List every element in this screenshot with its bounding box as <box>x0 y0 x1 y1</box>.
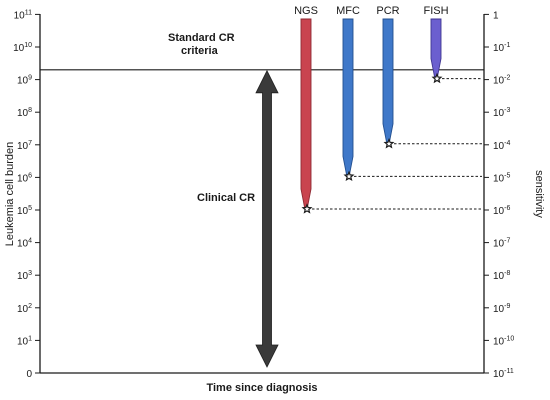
right-tick-label: 10-11 <box>493 368 514 380</box>
left-tick-label: 1011 <box>14 9 32 21</box>
standard-cr-label-line2: criteria <box>181 45 219 57</box>
right-tick-label: 10-7 <box>493 238 510 250</box>
method-pcr: PCR <box>376 5 482 149</box>
left-tick-label: 107 <box>17 140 32 152</box>
x-axis-title: Time since diagnosis <box>206 382 317 394</box>
left-tick-label: 0 <box>26 369 32 380</box>
detection-star-marker <box>343 170 355 182</box>
right-tick-label: 10-1 <box>493 42 510 54</box>
method-ngs: NGS <box>294 5 482 214</box>
right-tick-label: 10-2 <box>493 75 510 87</box>
left-tick-label: 104 <box>17 238 32 250</box>
detection-star-marker <box>383 138 395 149</box>
standard-cr-label-line1: Standard CR <box>168 32 235 44</box>
right-tick-label: 10-5 <box>493 172 510 184</box>
left-tick-label: 1010 <box>13 42 32 54</box>
left-tick-label: 101 <box>17 335 32 347</box>
method-label: FISH <box>423 5 448 17</box>
left-tick-label: 109 <box>17 75 32 87</box>
left-tick-label: 102 <box>17 303 32 315</box>
clinical-cr-label: Clinical CR <box>197 192 255 204</box>
detection-star-marker <box>301 203 313 214</box>
method-bar <box>430 18 442 78</box>
right-tick-label: 10-8 <box>493 270 510 282</box>
right-axis-ticks: 1 10-1 10-2 10-3 10-4 10-5 10-6 10-7 10-8 10-9 10-… <box>484 10 514 380</box>
right-tick-label: 10-4 <box>493 140 510 152</box>
right-tick-label: 1 <box>493 10 499 21</box>
left-axis-title: Leukemia cell burden <box>4 142 16 247</box>
method-label: NGS <box>294 5 318 17</box>
method-bar <box>300 18 312 208</box>
right-tick-label: 10-10 <box>493 335 514 347</box>
method-mfc: MFC <box>336 5 482 182</box>
method-fish: FISH <box>423 5 482 84</box>
method-label: PCR <box>376 5 399 17</box>
right-axis-title: sensitivity <box>533 170 545 218</box>
left-tick-label: 105 <box>17 205 32 217</box>
method-bar <box>342 18 354 175</box>
detection-star-marker <box>431 72 443 84</box>
method-label: MFC <box>336 5 360 17</box>
left-tick-label: 103 <box>17 270 32 282</box>
right-tick-label: 10-6 <box>493 205 510 217</box>
detection-methods: NGS MFC PCR FISH <box>294 5 482 214</box>
left-tick-label: 106 <box>17 172 32 184</box>
right-tick-label: 10-3 <box>493 107 510 119</box>
method-bar <box>382 18 394 143</box>
clinical-cr-double-arrow <box>255 69 279 368</box>
left-tick-label: 108 <box>17 107 32 119</box>
right-tick-label: 10-9 <box>493 303 510 315</box>
